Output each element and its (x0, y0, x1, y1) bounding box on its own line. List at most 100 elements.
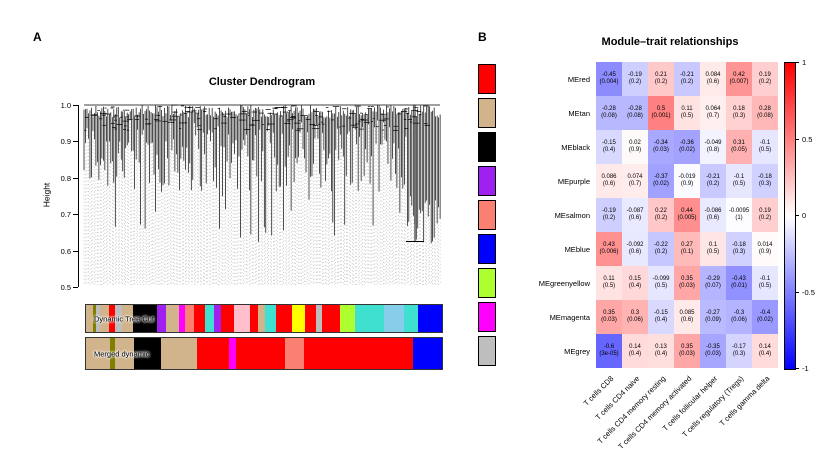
heatmap-cell-correlation: 0.074 (627, 174, 643, 180)
heatmap-cell-pvalue: (0.02) (653, 181, 669, 187)
heatmap-cell-correlation: -0.17 (732, 344, 746, 350)
heatmap-cell-correlation: 0.13 (655, 344, 667, 350)
colorbar-tick-label: 0.5 (802, 134, 813, 144)
heatmap-cell-pvalue: (0.2) (680, 79, 694, 85)
heatmap-cell-correlation: -0.28 (602, 106, 616, 112)
heatmap-cell-correlation: 0.086 (601, 174, 617, 180)
heatmap-cell-pvalue: (0.03) (679, 351, 695, 357)
module-color-swatch (478, 64, 496, 94)
color-bar-segment (109, 305, 115, 332)
color-bar-segments (86, 338, 442, 369)
heatmap-cell-correlation: -0.19 (628, 72, 642, 78)
y-tick-mark (73, 250, 78, 252)
heatmap-cell-pvalue: (0.4) (602, 147, 616, 153)
heatmap-cell: -0.21 (0.2) (700, 164, 726, 198)
heatmap-cell-correlation: 0.27 (681, 242, 693, 248)
color-bar-segment (316, 305, 322, 332)
heatmap-cell-pvalue: (0.4) (628, 283, 642, 289)
color-bar-segment (121, 305, 133, 332)
heatmap-cell: 0.084 (0.6) (700, 62, 726, 96)
heatmap-cell: -0.43 (0.01) (726, 266, 752, 300)
heatmap-cell-pvalue: (0.007) (729, 79, 749, 85)
heatmap-cell: -0.18 (0.3) (726, 232, 752, 266)
y-tick-label: 0.6 (60, 246, 71, 256)
heatmap-cell-correlation: -0.087 (626, 208, 644, 214)
heatmap-cell-correlation: 0.21 (655, 72, 667, 78)
heatmap-cell: 0.35 (0.03) (674, 334, 700, 368)
heatmap-cell-pvalue: (0.5) (706, 249, 720, 255)
color-bar-segments (86, 305, 442, 332)
heatmap-cell: -0.37 (0.02) (648, 164, 674, 198)
color-bar-segment (404, 305, 418, 332)
color-bar-segment (166, 305, 180, 332)
heatmap-cell-pvalue: (0.5) (680, 113, 694, 119)
color-bar-segment (161, 338, 198, 369)
color-bar-segment (412, 338, 442, 369)
heatmap-cell-correlation: -0.18 (758, 174, 772, 180)
heatmap-cell-correlation: 0.35 (681, 276, 693, 282)
heatmap-cell-correlation: -0.086 (704, 208, 722, 214)
y-tick-mark (73, 287, 78, 288)
heatmap-cell: 0.085 (0.6) (674, 300, 700, 334)
color-bar-segment (134, 338, 162, 369)
heatmap-cell: -0.1 (0.5) (726, 164, 752, 198)
colorbar-tick-mark (795, 291, 799, 293)
y-tick-mark (73, 214, 78, 216)
heatmap-cell-pvalue: (0.3) (758, 181, 772, 187)
heatmap-cell-correlation: -0.29 (706, 276, 720, 282)
heatmap-cell-pvalue: (0.7) (706, 113, 720, 119)
module-color-swatch (478, 336, 496, 366)
heatmap-cell-correlation: -0.092 (626, 242, 644, 248)
panel-module-trait-heatmap: B Module–trait relationships MEred -0.45(… (470, 0, 834, 460)
y-tick-mark (73, 105, 78, 106)
heatmap-cell: 0.13 (0.4) (648, 334, 674, 368)
heatmap-cell-correlation: -0.1 (759, 140, 771, 146)
heatmap-cell: 0.074 (0.7) (622, 164, 648, 198)
color-bar-segment (157, 305, 167, 332)
y-tick-label: 0.8 (60, 173, 71, 183)
color-bar-segment (213, 305, 221, 332)
color-bar-segment (284, 338, 304, 369)
heatmap-cell: -0.19 (0.2) (622, 62, 648, 96)
heatmap-cell-pvalue: (0.4) (628, 351, 642, 357)
color-bar-segment (236, 338, 285, 369)
heatmap-cell-pvalue: (1) (735, 215, 743, 221)
heatmap-row-label: MEblack (561, 142, 590, 152)
heatmap-cell: -0.15 (0.4) (648, 300, 674, 334)
heatmap-cell-pvalue: (0.2) (602, 215, 616, 221)
heatmap-cell: 0.5 (0.001) (648, 96, 674, 130)
dendrogram-title: Cluster Dendrogram (208, 76, 316, 88)
heatmap-row-label: MEgrey (564, 346, 590, 356)
color-bar-label: Dynamic Tree Cut (94, 314, 155, 323)
heatmap-cell-pvalue: (0.05) (731, 147, 747, 153)
heatmap-row: MEgrey -0.6 (3e-05) 0.14 (0.4) 0.13 (0.4) 0.35(… (478, 334, 778, 368)
heatmap-colorbar (784, 62, 796, 370)
heatmap-cell: -0.3 (0.06) (726, 300, 752, 334)
heatmap-cell-pvalue: (0.03) (705, 351, 721, 357)
heatmap-cell-correlation: -0.3 (733, 310, 745, 316)
color-bar-segment (110, 338, 116, 369)
heatmap-cell-correlation: -0.15 (654, 310, 668, 316)
heatmap-cell-pvalue: (0.6) (706, 79, 720, 85)
heatmap-cell: 0.18 (0.3) (726, 96, 752, 130)
panel-b-label: B (478, 30, 487, 44)
heatmap-row-label: MEgreenyellow (538, 278, 590, 288)
color-bar-segment (115, 338, 135, 369)
heatmap-cell-correlation: 0.14 (629, 344, 641, 350)
heatmap-cell: -0.45 (0.004) (596, 62, 622, 96)
color-bar-segment (339, 305, 356, 332)
heatmap-cell-correlation: 0.19 (759, 208, 771, 214)
dendrogram-plot (83, 104, 441, 285)
heatmap-cell: -0.086 (0.6) (700, 198, 726, 232)
heatmap-cell-pvalue: (0.9) (628, 147, 642, 153)
heatmap-cell-correlation: -0.1 (759, 276, 771, 282)
heatmap-cell-correlation: 0.084 (705, 72, 721, 78)
heatmap-cell: 0.14 (0.4) (622, 334, 648, 368)
color-bar-segment (384, 305, 405, 332)
color-bar-segment (86, 305, 93, 332)
heatmap-row: MEpurple 0.086 (0.6) 0.074 (0.7) -0.37 (0.02) -… (478, 164, 778, 198)
heatmap-cell: 0.11 (0.5) (674, 96, 700, 130)
heatmap-cell-correlation: -0.22 (654, 242, 668, 248)
heatmap-cell-correlation: 0.3 (630, 310, 640, 316)
heatmap-cell-pvalue: (0.6) (628, 249, 642, 255)
